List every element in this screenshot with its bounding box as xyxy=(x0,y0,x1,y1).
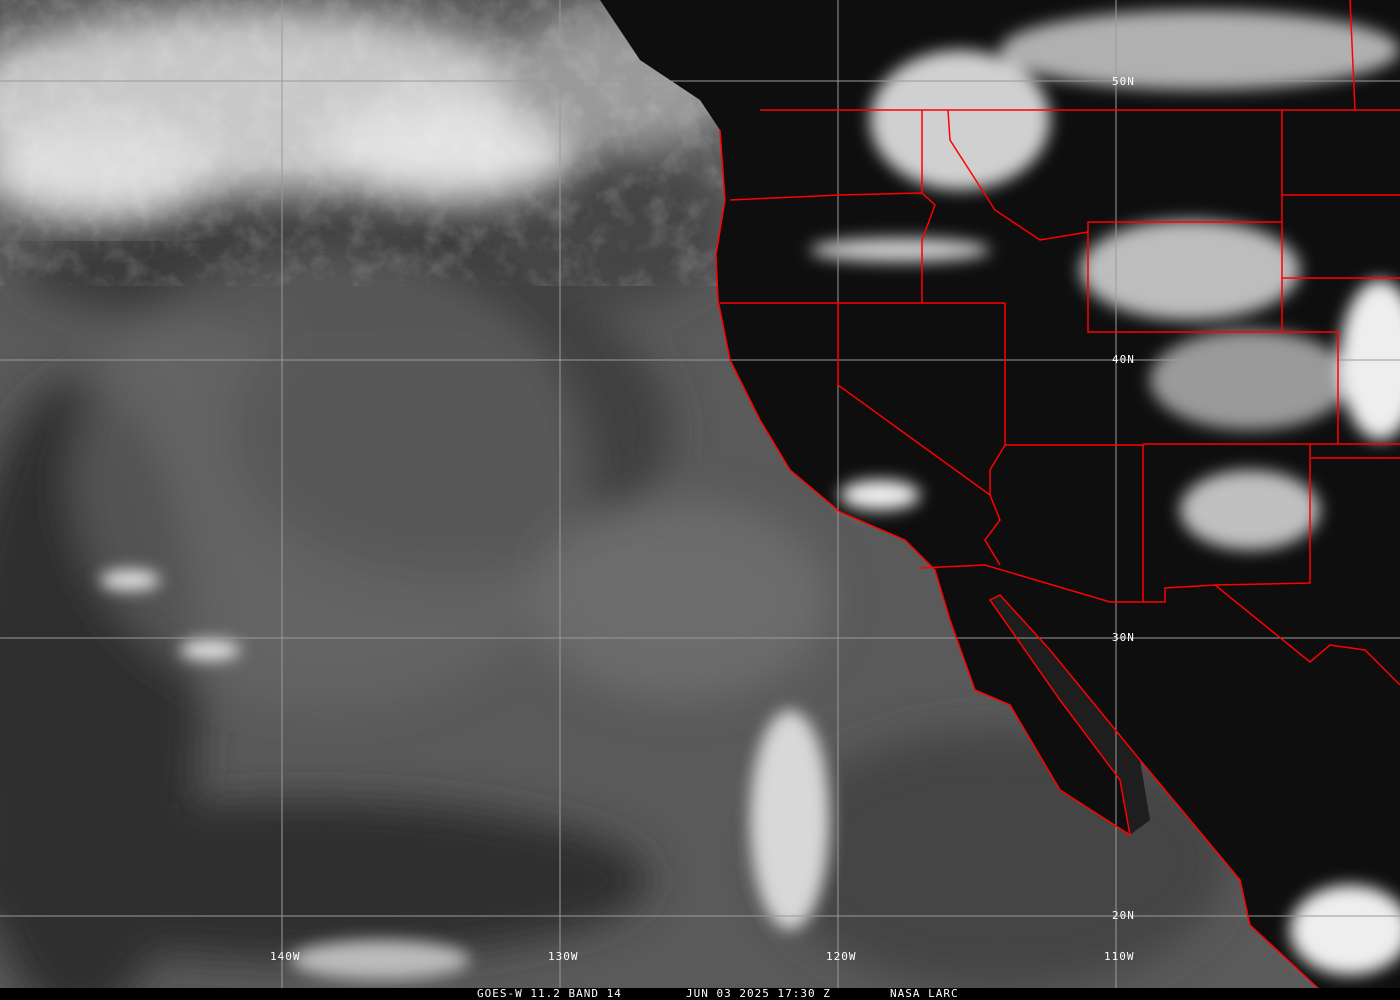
cloud-land xyxy=(100,10,1400,980)
state-lines xyxy=(720,109,1400,602)
lat-label-40n: 40N xyxy=(1112,353,1135,366)
mexico-border xyxy=(919,564,1400,686)
lon-label-140w: 140W xyxy=(270,950,301,963)
lon-label-130w: 130W xyxy=(548,950,579,963)
timestamp-label: JUN 03 2025 17:30 Z xyxy=(686,987,831,1000)
lon-label-120w: 120W xyxy=(826,950,857,963)
lat-label-30n: 30N xyxy=(1112,631,1135,644)
political-boundaries xyxy=(715,0,1400,991)
lon-label-110w: 110W xyxy=(1104,950,1135,963)
coastline xyxy=(715,129,1321,991)
source-label: NASA LARC xyxy=(890,987,959,1000)
image-caption-bar: GOES-W 11.2 BAND 14 JUN 03 2025 17:30 Z … xyxy=(0,988,1400,1000)
canada-border xyxy=(760,0,1400,111)
satellite-band-label: GOES-W 11.2 BAND 14 xyxy=(477,987,622,1000)
lat-label-50n: 50N xyxy=(1112,75,1135,88)
lat-label-20n: 20N xyxy=(1112,909,1135,922)
